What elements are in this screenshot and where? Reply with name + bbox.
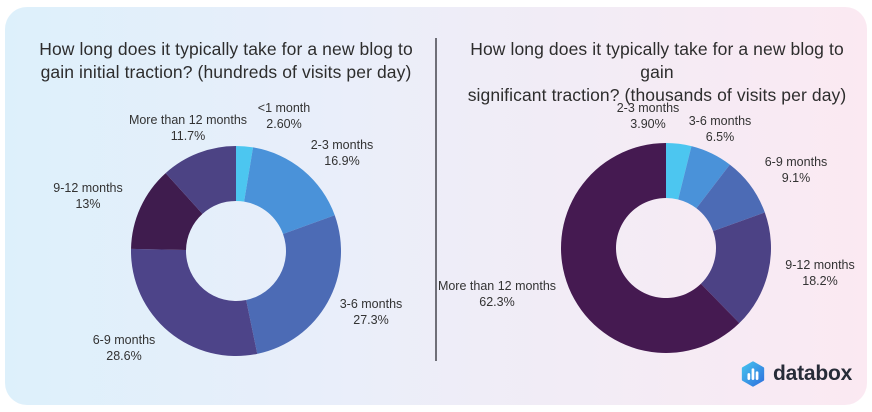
slice-label: <1 month 2.60% — [258, 101, 310, 132]
slice-label-pct: 3.90% — [630, 116, 666, 131]
slice-label-name: <1 month — [257, 101, 311, 115]
chart-title-initial-traction: How long does it typically take for a ne… — [26, 38, 426, 84]
slice-label-name: 6-9 months — [764, 155, 828, 169]
chart-title-line1: How long does it typically take for a ne… — [39, 39, 413, 59]
slice-label-pct: 27.3% — [353, 312, 389, 327]
slice-label-pct: 28.6% — [106, 348, 142, 363]
donut-slice — [131, 173, 203, 250]
databox-bars-icon — [741, 361, 765, 387]
donut-slice — [678, 146, 730, 209]
donut-slice — [244, 147, 335, 235]
donut-slice — [131, 248, 258, 356]
slice-label-name: More than 12 months — [437, 279, 557, 293]
slice-label: 2-3 months 16.9% — [311, 138, 374, 169]
slice-label: 6-9 months 9.1% — [765, 155, 828, 186]
donut-chart-initial-traction — [131, 146, 341, 356]
slice-label-pct: 9.1% — [781, 170, 811, 185]
donut-slice — [165, 146, 236, 214]
slice-label: 6-9 months 28.6% — [93, 333, 156, 364]
slice-label: More than 12 months 62.3% — [438, 279, 556, 310]
vertical-divider — [435, 38, 437, 361]
slice-label: 3-6 months 6.5% — [689, 114, 752, 145]
slice-label-name: 2-3 months — [616, 101, 680, 115]
slice-label-pct: 11.7% — [170, 128, 206, 143]
donut-slice — [666, 143, 692, 200]
donut-slice — [246, 215, 341, 354]
slice-label-name: 6-9 months — [92, 333, 156, 347]
slice-label-pct: 62.3% — [479, 294, 515, 309]
donut-slice — [561, 143, 740, 353]
donut-slice — [236, 146, 254, 202]
slice-label: 3-6 months 27.3% — [340, 297, 403, 328]
donut-chart-significant-traction — [561, 143, 771, 353]
slice-label-pct: 18.2% — [802, 273, 838, 288]
slice-label-pct: 2.60% — [266, 116, 302, 131]
slice-label-pct: 16.9% — [324, 153, 360, 168]
slice-label: 2-3 months 3.90% — [617, 101, 680, 132]
slice-label-pct: 13% — [75, 196, 101, 211]
donut-slice — [696, 164, 765, 232]
slice-label: More than 12 months 11.7% — [129, 113, 247, 144]
slice-label-name: 9-12 months — [53, 181, 123, 195]
slice-label-pct: 6.5% — [705, 129, 735, 144]
slice-label-name: 9-12 months — [785, 258, 855, 272]
databox-wordmark: databox — [773, 362, 853, 385]
slice-label: 9-12 months 18.2% — [785, 258, 854, 289]
donut-slice — [700, 212, 771, 324]
slice-label-name: More than 12 months — [128, 113, 248, 127]
slice-label: 9-12 months 13% — [53, 181, 122, 212]
slice-label-name: 2-3 months — [310, 138, 374, 152]
slice-label-name: 3-6 months — [688, 114, 752, 128]
chart-title-line2: significant traction? (thousands of visi… — [467, 85, 847, 105]
chart-title-line1: How long does it typically take for a ne… — [470, 39, 844, 82]
chart-title-line2: gain initial traction? (hundreds of visi… — [40, 62, 412, 82]
slice-label-name: 3-6 months — [339, 297, 403, 311]
databox-logo: databox — [740, 360, 852, 388]
chart-title-significant-traction: How long does it typically take for a ne… — [457, 38, 857, 107]
